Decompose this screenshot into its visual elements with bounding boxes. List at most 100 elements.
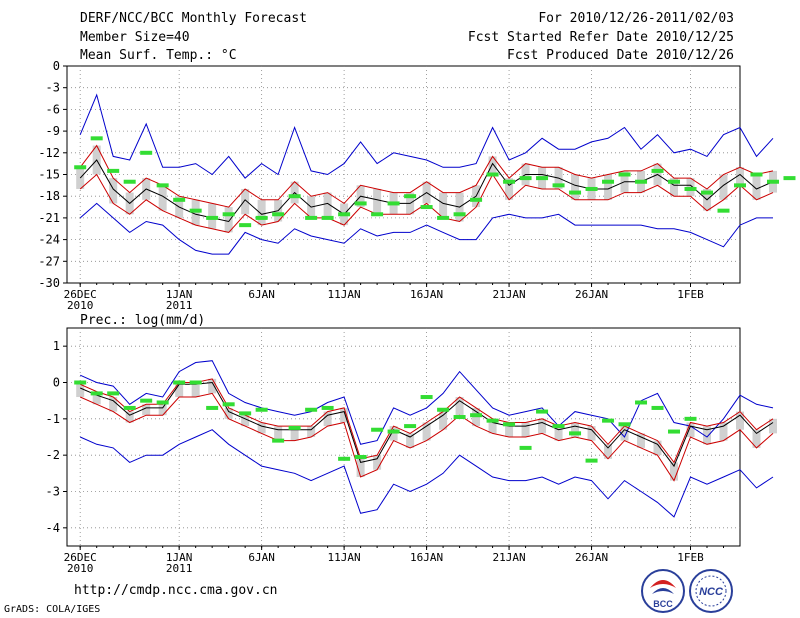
- observed-marker: [272, 212, 285, 217]
- observed-marker: [585, 458, 598, 463]
- precip-panel-title: Prec.: log(mm/d): [80, 313, 206, 328]
- spread-bar: [340, 407, 349, 423]
- observed-marker: [569, 190, 582, 195]
- observed-marker: [486, 418, 499, 423]
- observed-marker: [222, 212, 235, 217]
- spread-bar: [686, 422, 695, 437]
- spread-bar: [554, 426, 563, 441]
- observed-marker: [239, 411, 252, 416]
- observed-marker: [503, 422, 516, 427]
- spread-bar: [620, 426, 629, 441]
- observed-marker: [371, 427, 384, 432]
- observed-marker: [206, 405, 219, 410]
- ncc-logo: NCC: [689, 569, 733, 613]
- x-tick-label: 2010: [67, 299, 94, 312]
- observed-marker: [189, 208, 202, 213]
- member-size: Member Size=40: [80, 30, 190, 45]
- observed-marker: [255, 215, 268, 220]
- x-tick-label: 1FEB: [677, 288, 704, 301]
- series-line-max: [79, 360, 774, 445]
- spread-bar: [736, 411, 744, 430]
- spread-bar: [76, 384, 85, 398]
- spread-bar: [439, 192, 448, 218]
- y-tick-label: -27: [38, 254, 60, 268]
- observed-marker: [90, 391, 103, 396]
- spread-bar: [373, 188, 382, 215]
- y-tick-label: -18: [38, 189, 60, 203]
- observed-marker: [470, 197, 483, 202]
- spread-bar: [323, 411, 332, 427]
- observed-marker: [437, 215, 450, 220]
- spread-bar: [505, 178, 514, 200]
- y-tick-label: 0: [53, 376, 60, 390]
- observed-marker: [684, 186, 697, 191]
- spread-bar: [257, 422, 266, 434]
- spread-bar: [637, 433, 646, 448]
- observed-marker: [239, 223, 252, 228]
- spread-bar: [125, 411, 134, 423]
- observed-marker: [701, 190, 714, 195]
- observed-marker: [602, 418, 615, 423]
- spread-bar: [208, 378, 217, 394]
- series-line-lower: [79, 173, 774, 233]
- spread-bar: [587, 426, 596, 441]
- observed-marker: [618, 422, 631, 427]
- observed-marker: [552, 424, 565, 429]
- observed-marker: [222, 402, 235, 407]
- y-tick-label: -3: [46, 81, 60, 95]
- x-tick-label: 21JAN: [493, 551, 526, 564]
- observed-marker: [272, 438, 285, 443]
- spread-bar: [521, 422, 530, 437]
- observed-marker: [255, 407, 268, 412]
- observed-marker: [536, 409, 549, 414]
- spread-bar: [241, 415, 250, 427]
- y-tick-label: -1: [46, 412, 60, 426]
- spread-bar: [158, 185, 167, 211]
- observed-marker: [338, 212, 351, 217]
- forecast-period: For 2010/12/26-2011/02/03: [538, 11, 734, 26]
- spread-bar: [373, 455, 382, 470]
- observed-marker: [750, 172, 763, 177]
- x-tick-label: 26DEC: [64, 288, 97, 301]
- observed-marker: [74, 380, 87, 385]
- spread-bar: [406, 433, 415, 448]
- observed-marker: [189, 380, 202, 385]
- x-tick-label: 1JAN: [166, 551, 193, 564]
- y-tick-label: 1: [53, 339, 60, 353]
- spread-bar: [736, 167, 744, 186]
- x-tick-label: 16JAN: [410, 551, 443, 564]
- observed-marker: [519, 176, 532, 181]
- spread-bar: [653, 440, 662, 456]
- observed-marker: [717, 208, 730, 213]
- observed-marker: [519, 445, 532, 450]
- y-tick-label: -9: [46, 124, 60, 138]
- spread-bar: [571, 174, 580, 200]
- spread-bar: [719, 174, 728, 200]
- observed-marker: [437, 407, 450, 412]
- spread-bar: [76, 167, 85, 189]
- chart-title: DERF/NCC/BCC Monthly Forecast: [80, 11, 307, 26]
- observed-marker: [404, 194, 417, 199]
- observed-marker: [766, 179, 779, 184]
- observed-marker: [354, 201, 367, 206]
- observed-marker: [420, 205, 433, 210]
- spread-bar: [488, 418, 497, 434]
- spread-bar: [142, 404, 151, 416]
- plot-frame: [66, 327, 741, 547]
- observed-marker: [635, 400, 648, 405]
- spread-bar: [290, 426, 299, 441]
- observed-marker: [668, 429, 681, 434]
- x-tick-label: 6JAN: [248, 551, 275, 564]
- observed-marker: [156, 400, 169, 405]
- spread-bar: [274, 426, 283, 441]
- x-tick-label: 16JAN: [410, 288, 443, 301]
- series-line-upper: [79, 144, 774, 208]
- x-tick-label: 11JAN: [328, 288, 361, 301]
- y-tick-label: -21: [38, 211, 60, 225]
- y-tick-label: -3: [46, 485, 60, 499]
- y-tick-label: -15: [38, 168, 60, 182]
- observed-marker: [321, 215, 334, 220]
- observed-marker: [453, 415, 466, 420]
- observed-marker: [107, 391, 120, 396]
